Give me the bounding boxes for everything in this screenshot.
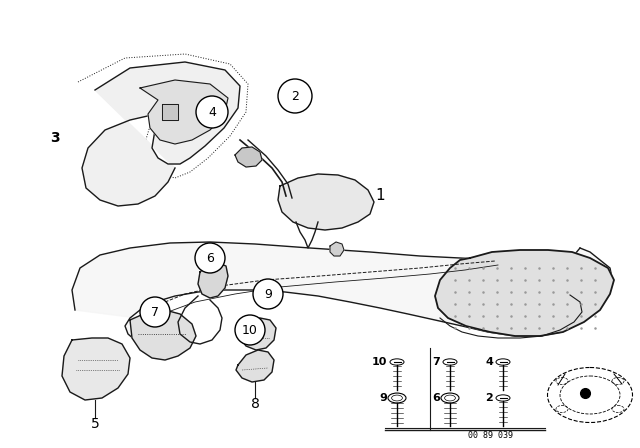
Text: 5: 5 [91, 417, 99, 431]
Ellipse shape [390, 359, 404, 365]
Polygon shape [140, 80, 228, 144]
Ellipse shape [443, 359, 457, 365]
Polygon shape [278, 174, 374, 230]
Polygon shape [82, 62, 240, 206]
Text: 8: 8 [251, 397, 259, 411]
Polygon shape [72, 242, 612, 344]
Circle shape [196, 96, 228, 128]
Text: 1: 1 [375, 188, 385, 202]
Ellipse shape [496, 395, 510, 401]
Polygon shape [162, 104, 178, 120]
Polygon shape [240, 318, 276, 350]
Text: 10: 10 [242, 323, 258, 336]
Ellipse shape [441, 393, 459, 403]
Polygon shape [435, 250, 614, 336]
Polygon shape [198, 263, 228, 298]
Text: 4: 4 [485, 357, 493, 367]
Circle shape [195, 243, 225, 273]
Circle shape [235, 315, 265, 345]
Text: 00 89 039: 00 89 039 [467, 431, 513, 439]
Text: 9: 9 [264, 288, 272, 301]
Polygon shape [236, 350, 274, 382]
Ellipse shape [388, 393, 406, 403]
Ellipse shape [496, 359, 510, 365]
Text: 7: 7 [432, 357, 440, 367]
Text: 6: 6 [432, 393, 440, 403]
Circle shape [253, 279, 283, 309]
Text: 10: 10 [372, 357, 387, 367]
Polygon shape [62, 338, 130, 400]
Text: 7: 7 [151, 306, 159, 319]
Text: 3: 3 [50, 131, 60, 145]
Circle shape [278, 79, 312, 113]
Polygon shape [330, 242, 344, 256]
Text: 2: 2 [291, 90, 299, 103]
Polygon shape [235, 147, 262, 167]
Text: 6: 6 [206, 251, 214, 264]
Polygon shape [130, 310, 196, 360]
Text: 9: 9 [379, 393, 387, 403]
Text: 2: 2 [485, 393, 493, 403]
Text: 4: 4 [208, 105, 216, 119]
Circle shape [140, 297, 170, 327]
